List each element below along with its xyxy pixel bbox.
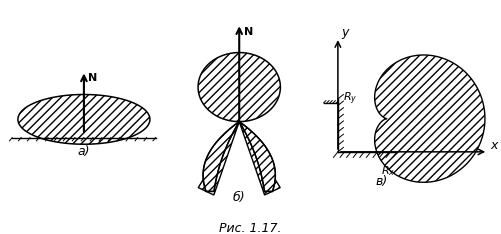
- Polygon shape: [198, 53, 281, 122]
- Polygon shape: [239, 122, 276, 191]
- Polygon shape: [375, 55, 485, 182]
- Text: б): б): [233, 191, 245, 204]
- Text: N: N: [88, 73, 97, 83]
- Text: $R_y$: $R_y$: [343, 91, 358, 107]
- Text: y: y: [341, 26, 348, 39]
- Polygon shape: [198, 122, 239, 195]
- Text: N: N: [244, 27, 253, 37]
- Text: а): а): [78, 145, 90, 158]
- Text: $R_x$: $R_x$: [381, 164, 396, 178]
- Polygon shape: [239, 122, 280, 195]
- Polygon shape: [203, 122, 239, 191]
- Polygon shape: [18, 95, 150, 144]
- Text: в): в): [375, 175, 387, 188]
- Text: x: x: [490, 139, 498, 153]
- Text: Рис. 1.17.: Рис. 1.17.: [219, 222, 282, 234]
